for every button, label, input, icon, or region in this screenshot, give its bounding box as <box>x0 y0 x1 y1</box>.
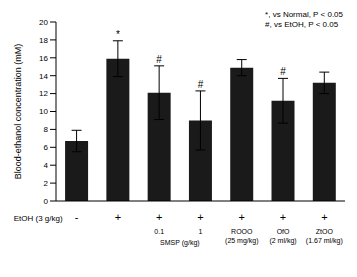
svg-text:0: 0 <box>44 197 49 206</box>
svg-text:0.1: 0.1 <box>154 228 164 235</box>
svg-text:10: 10 <box>39 107 48 116</box>
svg-text:16: 16 <box>39 54 48 63</box>
svg-text:-: - <box>75 211 79 223</box>
svg-text:6: 6 <box>44 143 49 152</box>
svg-text:*: * <box>116 29 120 40</box>
svg-text:(2 ml/kg): (2 ml/kg) <box>269 237 296 245</box>
svg-text:20: 20 <box>39 18 48 27</box>
svg-text:+: + <box>197 211 203 223</box>
svg-text:+: + <box>115 211 121 223</box>
svg-text:OfO: OfO <box>277 228 290 235</box>
svg-text:Blood-ethanol concentration (m: Blood-ethanol concentration (mM) <box>13 44 23 180</box>
svg-text:SMSP (g/kg): SMSP (g/kg) <box>160 239 200 247</box>
svg-text:ROOO: ROOO <box>231 228 253 235</box>
svg-text:12: 12 <box>39 89 48 98</box>
svg-text:+: + <box>321 211 327 223</box>
svg-text:18: 18 <box>39 36 48 45</box>
svg-text:+: + <box>156 211 162 223</box>
html-text:*, vs Normal, P < 0.05: *, vs Normal, P < 0.05 <box>265 10 343 19</box>
svg-text:8: 8 <box>44 125 49 134</box>
svg-text:+: + <box>239 211 245 223</box>
svg-text:#: # <box>198 79 204 90</box>
svg-text:#: # <box>280 66 286 77</box>
svg-text:EtOH (3 g/kg): EtOH (3 g/kg) <box>14 214 63 223</box>
svg-text:4: 4 <box>44 161 49 170</box>
svg-text:#: # <box>156 54 162 65</box>
svg-text:14: 14 <box>39 72 48 81</box>
html-text:#, vs EtOH, P < 0.05: #, vs EtOH, P < 0.05 <box>265 20 339 29</box>
svg-text:+: + <box>280 211 286 223</box>
svg-text:ZtOO: ZtOO <box>316 228 334 235</box>
svg-text:2: 2 <box>44 179 49 188</box>
svg-text:(25 mg/kg): (25 mg/kg) <box>225 237 258 245</box>
svg-text:1: 1 <box>199 228 203 235</box>
svg-text:(1.67 ml/kg): (1.67 ml/kg) <box>306 237 343 245</box>
